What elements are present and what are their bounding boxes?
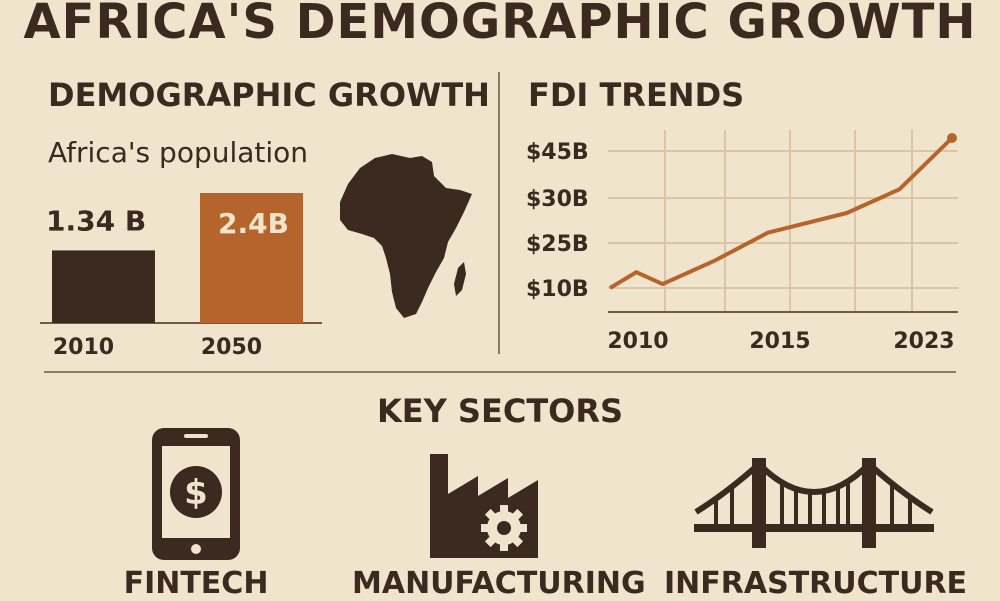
population-value-label: 1.34 B [46, 204, 146, 237]
fdi-x-tick-label: 2023 [893, 329, 954, 354]
fdi-point [947, 133, 957, 143]
bridge-icon [692, 452, 936, 552]
population-bar-2010 [52, 250, 155, 323]
demographic-heading: DEMOGRAPHIC GROWTH [48, 76, 490, 114]
sector-label-manufacturing: MANUFACTURING [352, 566, 632, 601]
fdi-line-chart: $45B $30B $25B $10B 2010 2015 2023 [500, 120, 980, 360]
fdi-y-tick-label: $25B [526, 232, 589, 257]
fdi-heading: FDI TRENDS [528, 76, 744, 114]
fdi-y-tick-label: $10B [526, 277, 589, 302]
population-bar-chart: 1.34 B 2010 2.4B 2050 [0, 180, 340, 370]
population-value-label: 2.4B [218, 207, 289, 240]
africa-map-icon [330, 150, 480, 325]
smartphone-dollar-icon: $ [148, 424, 244, 564]
svg-text:$: $ [184, 473, 208, 513]
fdi-x-tick-label: 2015 [749, 329, 810, 354]
fdi-y-tick-label: $30B [526, 187, 589, 212]
fdi-y-tick-label: $45B [526, 140, 589, 165]
fdi-x-tick-label: 2010 [607, 329, 668, 354]
factory-gear-icon [426, 450, 552, 560]
population-year-label: 2010 [53, 335, 114, 360]
population-year-label: 2050 [201, 335, 262, 360]
page-title: AFRICA'S DEMOGRAPHIC GROWTH [0, 0, 1000, 50]
section-divider [44, 371, 956, 373]
fdi-series-line [610, 138, 952, 288]
sector-label-infrastructure: INFRASTRUCTURE [664, 566, 964, 601]
sector-label-fintech: FINTECH [96, 566, 296, 601]
population-subtitle: Africa's population [48, 136, 308, 169]
